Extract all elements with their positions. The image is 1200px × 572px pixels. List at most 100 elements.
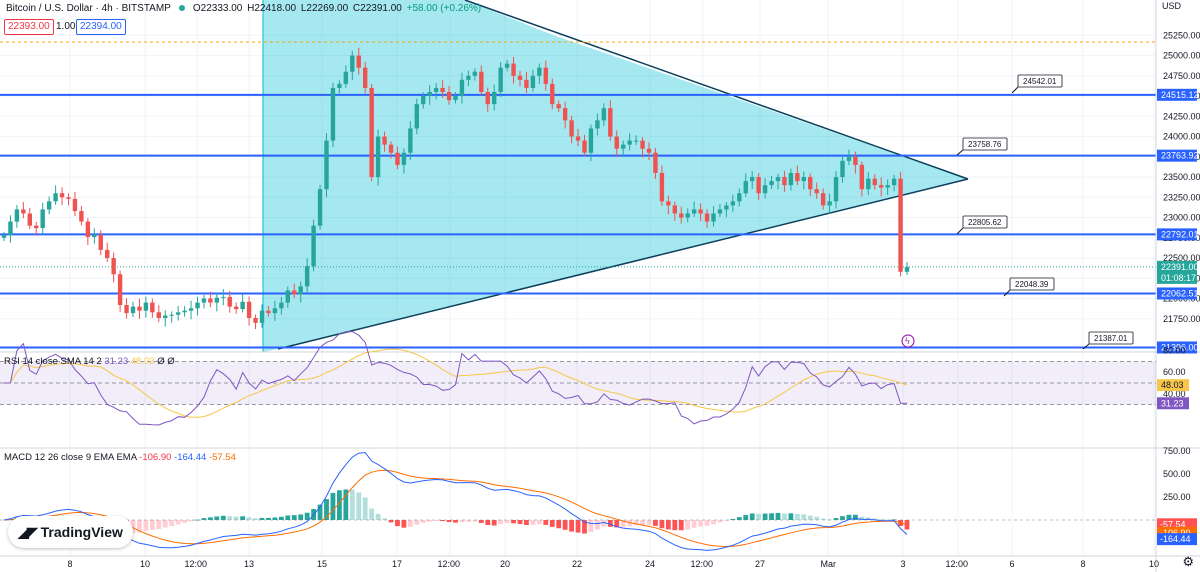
candle-body bbox=[691, 209, 697, 214]
macd-histogram-bar bbox=[846, 514, 852, 520]
candle-body bbox=[40, 209, 45, 229]
buy-price-button[interactable]: 22394.00 bbox=[76, 19, 126, 35]
macd-histogram-bar bbox=[240, 516, 246, 520]
macd-histogram-bar bbox=[743, 515, 749, 520]
macd-axis-badge-label: -106.90 bbox=[1160, 528, 1191, 538]
macd-axis-badge bbox=[1157, 533, 1197, 546]
macd-histogram-bar bbox=[872, 518, 878, 520]
candle-body bbox=[840, 160, 845, 178]
macd-legend[interactable]: MACD 12 26 close 9 EMA EMA -106.90 -164.… bbox=[4, 452, 236, 463]
rsi-line bbox=[4, 331, 908, 426]
candle-body bbox=[750, 177, 755, 182]
time-axis-tick: 20 bbox=[500, 559, 510, 569]
macd-histogram-bar bbox=[859, 516, 865, 520]
candle-body bbox=[885, 185, 890, 188]
macd-histogram-bar bbox=[143, 520, 149, 531]
callout-box bbox=[1088, 331, 1134, 345]
time-axis-tick: 10 bbox=[1149, 559, 1159, 569]
candle-body bbox=[317, 189, 323, 226]
candle-body bbox=[363, 67, 368, 88]
time-axis-tick: 12:00 bbox=[438, 559, 461, 569]
macd-histogram-bar bbox=[749, 513, 755, 520]
symbol-title[interactable]: Bitcoin / U.S. Dollar · 4h · BITSTAMP bbox=[6, 2, 171, 14]
macd-histogram-bar bbox=[356, 492, 362, 520]
macd-histogram-bar bbox=[782, 513, 787, 520]
macd-histogram-bar bbox=[446, 520, 452, 523]
candle-body bbox=[21, 209, 26, 214]
macd-histogram-bar bbox=[272, 517, 278, 520]
macd-histogram-bar bbox=[665, 520, 671, 530]
candle-body bbox=[169, 314, 174, 316]
macd-histogram-bar bbox=[233, 516, 239, 520]
time-axis-tick: 3 bbox=[901, 559, 906, 569]
candle-body bbox=[672, 205, 677, 214]
lightning-icon bbox=[901, 334, 915, 348]
sell-price-button[interactable]: 22393.00 bbox=[4, 19, 54, 35]
macd-axis-badge-label: -164.44 bbox=[1160, 534, 1191, 544]
time-axis-tick: 8 bbox=[68, 559, 73, 569]
rsi-legend[interactable]: RSI 14 close SMA 14 2 31.23 48.03 Ø Ø bbox=[4, 356, 175, 367]
price-axis-tick: 24000.00 bbox=[1163, 132, 1200, 142]
candle-body bbox=[234, 306, 239, 310]
macd-histogram-bar bbox=[330, 492, 336, 520]
price-axis-tick: 24250.00 bbox=[1163, 111, 1200, 121]
macd-axis-badge-label: -57.54 bbox=[1160, 519, 1186, 529]
macd-signal-line bbox=[3, 469, 908, 548]
macd-histogram-bar bbox=[459, 520, 465, 523]
candle-body bbox=[34, 225, 39, 229]
low-value: L22269.00 bbox=[300, 2, 349, 14]
candle-body bbox=[117, 274, 123, 306]
rsi-axis-badge-label: 48.03 bbox=[1161, 380, 1184, 390]
macd-histogram-bar bbox=[266, 517, 271, 520]
candle-body bbox=[543, 67, 548, 84]
candle-body bbox=[395, 152, 400, 165]
candle-body bbox=[472, 71, 478, 76]
macd-histogram-bar bbox=[414, 520, 420, 525]
time-axis-tick: 12:00 bbox=[946, 559, 969, 569]
price-axis-badge bbox=[1157, 149, 1197, 162]
macd-histogram-bar bbox=[794, 513, 800, 520]
macd-histogram-bar bbox=[588, 520, 594, 532]
candle-body bbox=[27, 213, 32, 226]
macd-histogram-bar bbox=[162, 520, 168, 528]
macd-histogram-bar bbox=[517, 520, 523, 524]
candle-body bbox=[562, 108, 568, 121]
tradingview-logo-icon: ◢◤ bbox=[18, 523, 37, 540]
candle-body bbox=[124, 305, 129, 314]
tradingview-logo[interactable]: ◢◤ TradingView bbox=[8, 516, 133, 548]
macd-histogram-bar bbox=[195, 519, 200, 521]
candle-body bbox=[408, 128, 413, 153]
rsi-sma-line bbox=[4, 348, 908, 418]
rsi-value: 31.23 bbox=[104, 356, 129, 367]
candle-body bbox=[575, 136, 581, 141]
candle-body bbox=[414, 104, 419, 129]
candle-body bbox=[621, 144, 626, 149]
currency-label[interactable]: USD bbox=[1162, 1, 1182, 11]
macd-histogram-bar bbox=[788, 513, 794, 520]
price-axis-tick: 25250.00 bbox=[1163, 30, 1200, 40]
time-axis-tick: 24 bbox=[645, 559, 655, 569]
open-value: O22333.00 bbox=[192, 2, 243, 14]
macd-histogram-bar bbox=[704, 520, 710, 526]
macd-histogram-bar bbox=[833, 518, 839, 520]
macd-histogram-bar bbox=[259, 517, 265, 520]
macd-histogram-bar bbox=[814, 516, 820, 520]
callout-box bbox=[962, 137, 1008, 151]
macd-histogram-bar bbox=[653, 520, 658, 526]
macd-histogram-bar bbox=[214, 516, 220, 520]
candle-body bbox=[156, 312, 161, 318]
candle-body bbox=[853, 156, 858, 165]
callout-label: 24542.01 bbox=[1023, 77, 1057, 86]
macd-histogram-bar bbox=[549, 520, 555, 527]
candle-body bbox=[221, 296, 226, 298]
gear-icon[interactable]: ⚙ bbox=[1182, 554, 1194, 569]
candle-body bbox=[46, 201, 52, 210]
candle-body bbox=[175, 312, 181, 315]
macd-histogram-bar bbox=[769, 513, 774, 520]
macd-histogram-bar bbox=[775, 512, 781, 520]
macd-histogram-bar bbox=[672, 520, 678, 531]
price-axis-badge bbox=[1157, 88, 1197, 101]
macd-histogram-bar bbox=[582, 520, 587, 534]
candle-body bbox=[808, 177, 813, 190]
